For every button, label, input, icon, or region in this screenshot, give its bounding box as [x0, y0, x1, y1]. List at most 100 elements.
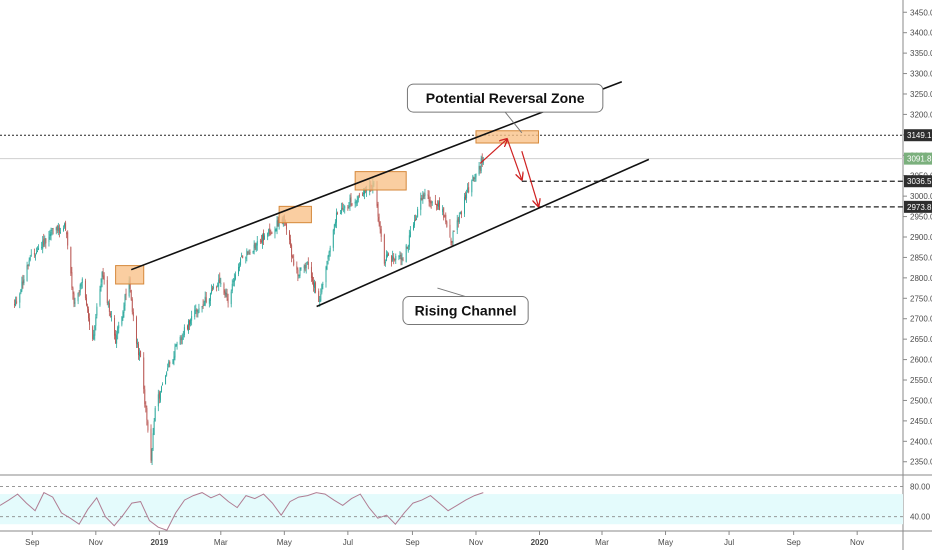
candle-body[interactable] [208, 298, 210, 304]
candle-body[interactable] [158, 392, 160, 399]
candle-body[interactable] [28, 260, 30, 266]
candle-body[interactable] [22, 280, 24, 284]
candle-body[interactable] [438, 202, 439, 207]
candle-body[interactable] [217, 285, 219, 287]
candle-body[interactable] [315, 282, 317, 293]
candle-body[interactable] [81, 279, 83, 283]
candle-body[interactable] [51, 230, 53, 232]
candle-body[interactable] [218, 279, 220, 287]
candle-body[interactable] [416, 218, 418, 221]
candle-body[interactable] [143, 357, 145, 390]
candle-body[interactable] [253, 244, 255, 252]
candle-body[interactable] [138, 344, 139, 356]
candle-body[interactable] [325, 267, 327, 283]
candle-body[interactable] [88, 309, 89, 319]
candle-body[interactable] [180, 338, 182, 340]
candle-body[interactable] [300, 267, 302, 269]
candle-body[interactable] [242, 255, 244, 258]
candle-body[interactable] [122, 312, 124, 319]
candle-body[interactable] [363, 192, 364, 194]
candle-body[interactable] [451, 241, 453, 243]
candle-body[interactable] [358, 194, 360, 197]
candle-body[interactable] [96, 306, 98, 316]
candle-body[interactable] [159, 392, 161, 401]
candle-body[interactable] [320, 294, 322, 301]
candle-body[interactable] [118, 325, 120, 329]
candle-body[interactable] [157, 394, 159, 407]
candle-body[interactable] [241, 255, 243, 258]
candle-body[interactable] [23, 279, 25, 284]
candle-body[interactable] [285, 223, 287, 230]
candle-body[interactable] [49, 234, 51, 237]
candle-body[interactable] [356, 199, 358, 204]
candle-body[interactable] [56, 226, 58, 231]
candle-body[interactable] [383, 234, 385, 264]
candle-body[interactable] [26, 265, 28, 281]
candle-body[interactable] [197, 312, 199, 315]
candle-body[interactable] [400, 254, 402, 261]
candle-body[interactable] [377, 203, 379, 217]
candle-body[interactable] [169, 361, 171, 364]
candle-body[interactable] [205, 297, 207, 303]
candle-body[interactable] [378, 216, 380, 224]
candle-body[interactable] [167, 368, 169, 371]
candle-body[interactable] [107, 301, 109, 305]
candle-body[interactable] [59, 232, 61, 234]
candle-body[interactable] [406, 246, 408, 249]
candle-body[interactable] [166, 372, 168, 376]
candle-body[interactable] [71, 272, 73, 288]
candle-body[interactable] [350, 196, 352, 203]
candle-body[interactable] [312, 276, 313, 282]
candle-body[interactable] [189, 320, 191, 326]
candle-body[interactable] [466, 192, 468, 199]
candle-body[interactable] [398, 256, 400, 258]
candle-body[interactable] [481, 157, 483, 163]
candle-body[interactable] [303, 266, 305, 268]
candle-body[interactable] [224, 291, 226, 297]
candle-body[interactable] [482, 160, 484, 164]
candle-body[interactable] [388, 253, 389, 255]
candle-body[interactable] [401, 258, 403, 260]
candle-body[interactable] [191, 316, 193, 321]
candle-body[interactable] [92, 326, 94, 340]
candle-body[interactable] [329, 247, 331, 253]
candle-body[interactable] [344, 206, 346, 209]
candle-body[interactable] [240, 258, 242, 265]
candle-body[interactable] [408, 235, 410, 247]
candle-body[interactable] [151, 448, 153, 462]
candle-body[interactable] [417, 209, 419, 218]
candle-body[interactable] [73, 293, 75, 304]
candle-body[interactable] [444, 215, 446, 217]
candle-body[interactable] [174, 346, 176, 358]
candle-body[interactable] [15, 299, 17, 306]
candle-body[interactable] [298, 274, 300, 277]
candle-body[interactable] [385, 254, 387, 261]
candle-body[interactable] [72, 287, 74, 295]
candle-body[interactable] [421, 197, 423, 201]
candle-body[interactable] [458, 215, 460, 223]
candle-body[interactable] [109, 313, 111, 316]
candle-body[interactable] [434, 200, 436, 205]
candle-body[interactable] [415, 219, 417, 221]
candle-body[interactable] [128, 280, 130, 296]
candle-body[interactable] [121, 316, 123, 325]
candle-body[interactable] [238, 267, 239, 274]
candle-body[interactable] [230, 291, 232, 305]
candle-body[interactable] [67, 232, 69, 246]
candle-body[interactable] [57, 225, 59, 232]
candle-body[interactable] [318, 291, 320, 303]
candle-body[interactable] [275, 229, 277, 231]
candle-body[interactable] [464, 196, 465, 214]
candle-body[interactable] [202, 304, 204, 307]
candle-body[interactable] [439, 200, 440, 211]
candle-body[interactable] [392, 255, 394, 261]
candle-body[interactable] [450, 238, 452, 243]
candle-body[interactable] [117, 327, 119, 335]
candle-body[interactable] [137, 342, 138, 345]
candle-body[interactable] [38, 248, 39, 250]
candle-body[interactable] [203, 304, 205, 306]
candle-body[interactable] [256, 241, 258, 246]
candle-body[interactable] [114, 317, 116, 336]
candle-body[interactable] [343, 208, 345, 211]
